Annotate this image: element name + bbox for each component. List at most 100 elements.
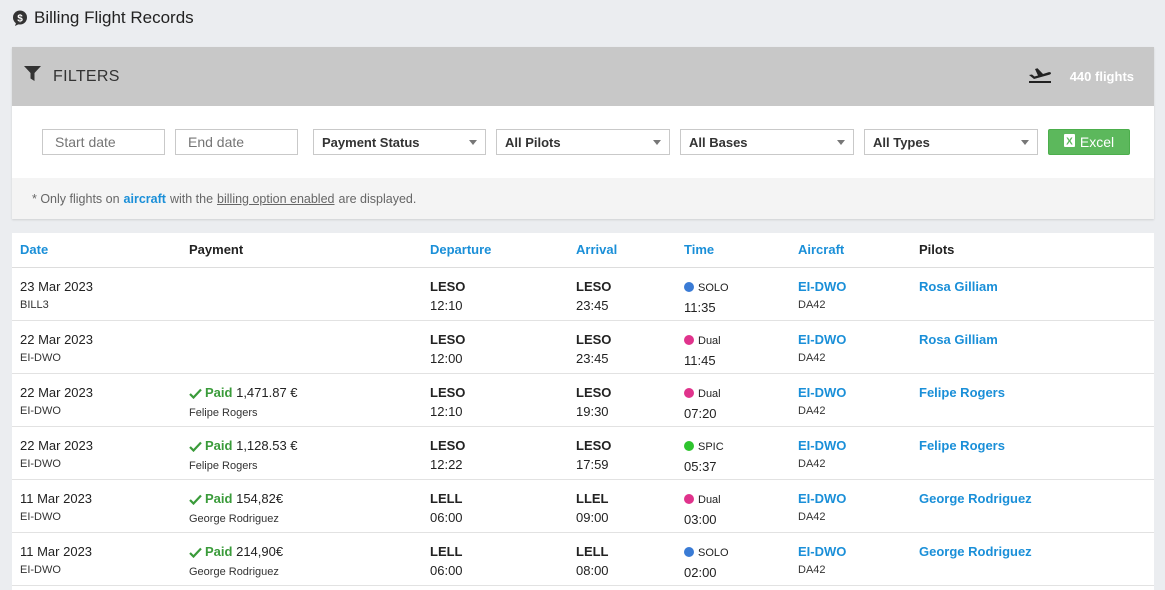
arrival-time: 17:59 [576, 456, 609, 472]
flight-date: 11 Mar 2023 [20, 543, 93, 559]
pilots-cell: Rosa Gilliam [911, 267, 1154, 321]
col-departure[interactable]: Departure [422, 233, 568, 268]
col-date[interactable]: Date [12, 233, 181, 268]
date-cell: 22 Mar 2023 EI-DWO [12, 373, 181, 427]
col-payment: Payment [181, 233, 422, 268]
flight-type: Dual [698, 493, 721, 506]
date-cell: 22 Mar 2023 EI-DWO [12, 320, 181, 374]
aircraft-link[interactable]: aircraft [123, 191, 166, 206]
time-cell: Dual 07:20 [676, 373, 790, 427]
arrival-cell: LELL 08:00 [568, 532, 676, 586]
table-row[interactable]: 11 Mar 2023 EI-DWO Paid 214,90€ George R… [12, 532, 1154, 586]
payer-name: George Rodriguez [189, 512, 279, 525]
pilots-cell: Felipe Rogers [911, 426, 1154, 480]
aircraft-link[interactable]: EI-DWO [798, 490, 847, 506]
flight-type: SPIC [698, 440, 724, 453]
flight-date: 23 Mar 2023 [20, 278, 93, 294]
arrival-time: 23:45 [576, 350, 609, 366]
table-row[interactable]: 22 Mar 2023 EI-DWO Paid 1,128.53 € Felip… [12, 426, 1154, 480]
pilots-cell: George Rodriguez [911, 532, 1154, 586]
arrival-airport: LELL [576, 543, 609, 559]
arrival-cell: LESO 17:59 [568, 426, 676, 480]
paid-status: Paid [205, 437, 233, 453]
payment-amount: 1,471.87 € [236, 384, 298, 400]
arrival-airport: LESO [576, 437, 612, 453]
departure-cell: LESO 12:22 [422, 426, 568, 480]
flights-table-container: Date Payment Departure Arrival Time Airc… [12, 233, 1154, 590]
aircraft-link[interactable]: EI-DWO [798, 331, 847, 347]
departure-time: 12:22 [430, 456, 463, 472]
flight-reference: BILL3 [20, 298, 49, 311]
excel-export-button[interactable]: X Excel [1048, 129, 1130, 155]
departure-time: 06:00 [430, 509, 463, 525]
filters-header: FILTERS 440 flights [12, 47, 1154, 106]
departure-cell: LESO 12:10 [422, 373, 568, 427]
aircraft-model: DA42 [798, 298, 826, 311]
aircraft-link[interactable]: EI-DWO [798, 437, 847, 453]
bases-select[interactable]: All Bases [680, 129, 854, 155]
flight-type-dot [684, 440, 694, 451]
pilots-select[interactable]: All Pilots [496, 129, 670, 155]
table-row[interactable]: 22 Mar 2023 EI-DWO LESO 12:00 LESO 23:45… [12, 320, 1154, 374]
flight-date: 22 Mar 2023 [20, 331, 93, 347]
page-title-text: Billing Flight Records [34, 8, 194, 27]
end-date-input[interactable] [175, 129, 298, 155]
arrival-cell: LESO 23:45 [568, 267, 676, 321]
pilot-link[interactable]: George Rodriguez [919, 543, 1032, 559]
aircraft-cell: EI-DWO DA42 [790, 479, 911, 533]
arrival-airport: LLEL [576, 490, 609, 506]
aircraft-cell: EI-DWO DA42 [790, 373, 911, 427]
types-select[interactable]: All Types [864, 129, 1038, 155]
pilot-link[interactable]: Rosa Gilliam [919, 331, 998, 347]
flight-reference: EI-DWO [20, 563, 61, 576]
flight-date: 22 Mar 2023 [20, 384, 93, 400]
col-time[interactable]: Time [676, 233, 790, 268]
check-icon [189, 491, 202, 510]
departure-time: 12:00 [430, 350, 463, 366]
table-row[interactable]: 23 Mar 2023 BILL3 LESO 12:10 LESO 23:45 … [12, 267, 1154, 321]
excel-label: Excel [1079, 134, 1115, 150]
date-cell: 11 Mar 2023 EI-DWO [12, 479, 181, 533]
pilot-link[interactable]: Rosa Gilliam [919, 278, 998, 294]
payment-status-select[interactable]: Payment Status [313, 129, 486, 155]
col-aircraft[interactable]: Aircraft [790, 233, 911, 268]
arrival-cell: LLEL 09:00 [568, 479, 676, 533]
flight-reference: EI-DWO [20, 404, 61, 417]
aircraft-link[interactable]: EI-DWO [798, 384, 847, 400]
table-row[interactable]: 11 Mar 2023 EI-DWO Paid 154,82€ George R… [12, 479, 1154, 533]
note-middle: with the [169, 191, 214, 206]
aircraft-link[interactable]: EI-DWO [798, 278, 847, 294]
aircraft-cell: EI-DWO DA42 [790, 267, 911, 321]
pilot-link[interactable]: George Rodriguez [919, 490, 1032, 506]
pilots-cell: Felipe Rogers [911, 373, 1154, 427]
caret-down-icon [1021, 139, 1029, 145]
pilot-link[interactable]: Felipe Rogers [919, 437, 1005, 453]
date-cell: 22 Mar 2023 EI-DWO [12, 426, 181, 480]
flight-type: SOLO [698, 546, 729, 559]
pilots-value: All Pilots [505, 134, 561, 150]
paid-status: Paid [205, 543, 233, 559]
check-icon [189, 438, 202, 457]
billing-option-link[interactable]: billing option enabled [217, 191, 335, 206]
payment-line: Paid 1,471.87 € [189, 383, 414, 404]
departure-time: 06:00 [430, 562, 463, 578]
payment-amount: 214,90€ [236, 543, 284, 559]
aircraft-link[interactable]: EI-DWO [798, 543, 847, 559]
payment-cell [181, 267, 422, 321]
date-cell: 11 Mar 2023 EI-DWO [12, 532, 181, 586]
note-prefix: * Only flights on [32, 191, 120, 206]
aircraft-model: DA42 [798, 563, 826, 576]
start-date-input[interactable] [42, 129, 165, 155]
pilot-link[interactable]: Felipe Rogers [919, 384, 1005, 400]
table-header-row: Date Payment Departure Arrival Time Airc… [12, 233, 1154, 268]
aircraft-model: DA42 [798, 457, 826, 470]
arrival-airport: LESO [576, 384, 612, 400]
flight-type-dot [684, 334, 694, 345]
flight-reference: EI-DWO [20, 351, 61, 364]
excel-file-icon: X [1063, 134, 1075, 150]
col-arrival[interactable]: Arrival [568, 233, 676, 268]
page-title: $ Billing Flight Records [12, 8, 194, 28]
table-row[interactable]: 22 Mar 2023 EI-DWO Paid 1,471.87 € Felip… [12, 373, 1154, 427]
departure-airport: LELL [430, 543, 463, 559]
plane-departure-icon [1028, 66, 1052, 87]
